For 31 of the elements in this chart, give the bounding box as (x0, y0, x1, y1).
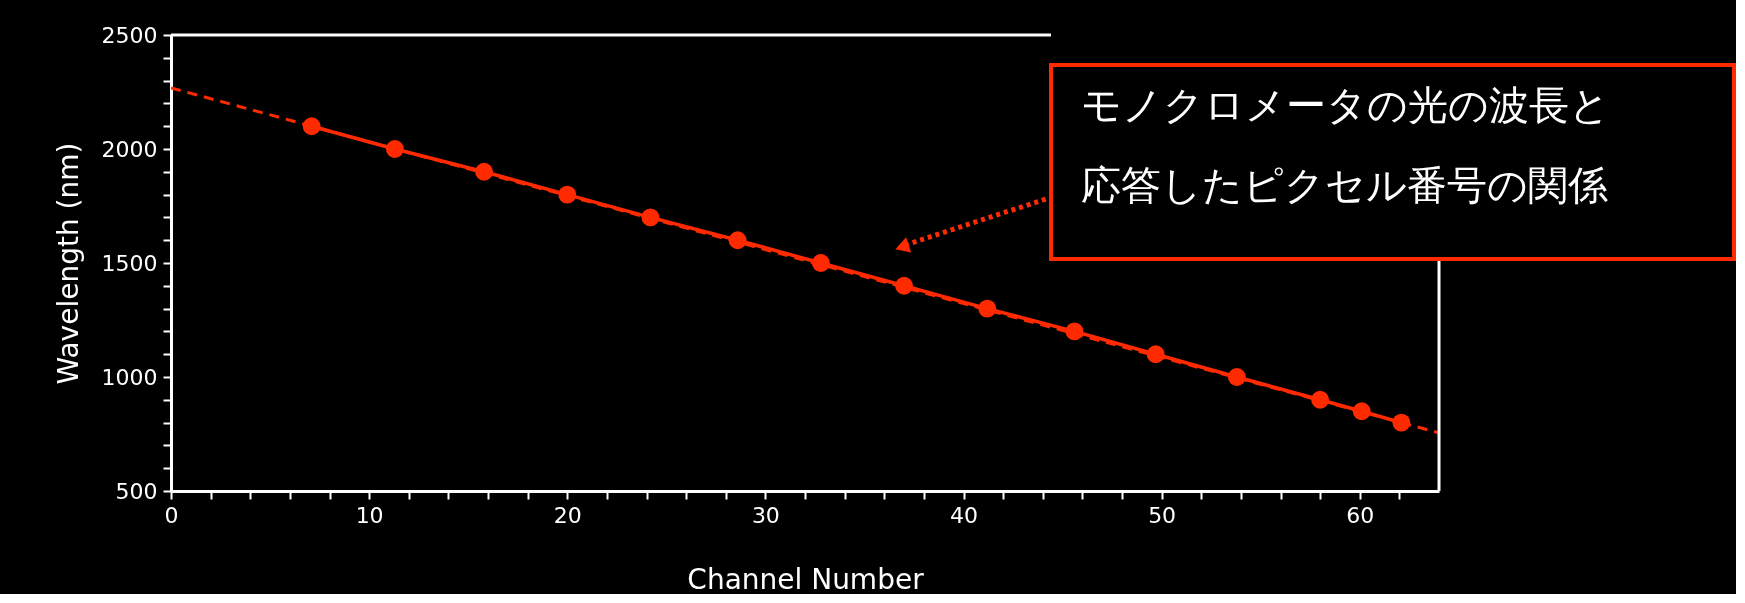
point (1065, 322, 1084, 341)
x-tick-label: 0 (164, 502, 179, 528)
point (302, 117, 321, 136)
annotation: モノクロメータの光の波長と (1081, 82, 1610, 128)
point (385, 140, 404, 158)
point (558, 185, 577, 204)
point (1227, 368, 1246, 386)
x-axis-title: Channel Number (687, 562, 925, 596)
point (1352, 402, 1371, 421)
point (895, 276, 914, 295)
point (641, 208, 660, 227)
y-axis-title: Wavelength (nm) (51, 142, 85, 385)
x-tick-label: 10 (355, 502, 384, 528)
x-tick-label: 60 (1346, 502, 1375, 528)
point (475, 162, 493, 181)
x-tick-label: 50 (1148, 502, 1177, 528)
point (978, 299, 997, 318)
y-tick-label: 2500 (101, 22, 158, 48)
x-tick-label: 20 (553, 502, 582, 528)
y-tick-label: 500 (115, 478, 158, 504)
point (1146, 345, 1165, 364)
x-tick-label: 30 (751, 502, 780, 528)
point (1311, 390, 1330, 409)
y-tick-label: 2000 (101, 136, 158, 162)
x-tick-label: 40 (950, 502, 978, 528)
y-tick-label: 1500 (101, 250, 158, 276)
point (811, 254, 830, 272)
annotation: 応答したピクセル番号の関係 (1081, 162, 1608, 208)
y-tick-label: 1000 (101, 364, 158, 390)
point (1392, 413, 1411, 432)
point (728, 231, 747, 250)
